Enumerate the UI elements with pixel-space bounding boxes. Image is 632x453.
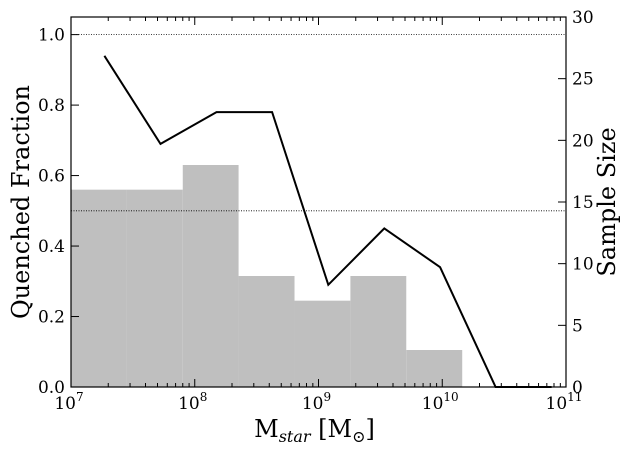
x-tick-label: 109	[302, 390, 331, 414]
y-right-tick-label: 25	[572, 70, 594, 90]
y-right-tick-label: 20	[572, 131, 594, 151]
sample-size-bar	[182, 165, 239, 387]
x-tick-label: 1010	[422, 390, 459, 414]
x-tick-label: 1011	[546, 390, 583, 414]
y-right-tick-label: 5	[572, 316, 583, 336]
y-left-tick-label: 1.0	[38, 26, 65, 46]
x-tick-label: 107	[54, 390, 83, 414]
y-right-tick-label: 0	[572, 378, 583, 398]
quenched-fraction-line	[103, 55, 552, 388]
sample-size-bar	[71, 189, 127, 387]
quenched-fraction-line-group	[103, 55, 552, 388]
x-tick-label: 108	[178, 390, 207, 414]
x-axis-label-units-sym: ⊙	[352, 427, 365, 446]
sample-size-bars	[71, 165, 463, 387]
y-left-tick-label: 0.2	[38, 308, 65, 328]
tick-labels: 0.0 0.2 0.4 0.6 0.8 1.0 0 5 10 15 20 25 30 107 108 109 1…	[38, 8, 594, 414]
x-axis-label-units-close: ]	[366, 415, 375, 443]
y-left-tick-label: 0.6	[38, 167, 65, 187]
y-right-tick-label: 15	[572, 193, 594, 213]
y-left-tick-label: 0.8	[38, 96, 65, 116]
sample-size-bar	[294, 300, 351, 387]
y-axis-left-label: Quenched Fraction	[7, 85, 35, 319]
y-left-tick-label: 0.4	[38, 237, 65, 257]
y-axis-right-label: Sample Size	[593, 127, 621, 276]
y-left-tick-label: 0.0	[38, 378, 65, 398]
x-axis-label-main: M	[254, 415, 279, 443]
y-right-tick-label: 10	[572, 255, 594, 275]
sample-size-bar	[238, 276, 295, 387]
axis-ticks	[70, 16, 567, 388]
sample-size-bar	[126, 189, 183, 387]
y-right-tick-label: 30	[572, 8, 594, 28]
reference-lines	[71, 34, 566, 212]
sample-size-bar	[406, 350, 463, 387]
x-axis-label-sub: star	[279, 427, 312, 446]
x-axis-label-units-open: [M	[311, 415, 353, 443]
x-axis-label: Mstar [M⊙]	[254, 415, 375, 446]
sample-size-bar	[350, 276, 407, 387]
